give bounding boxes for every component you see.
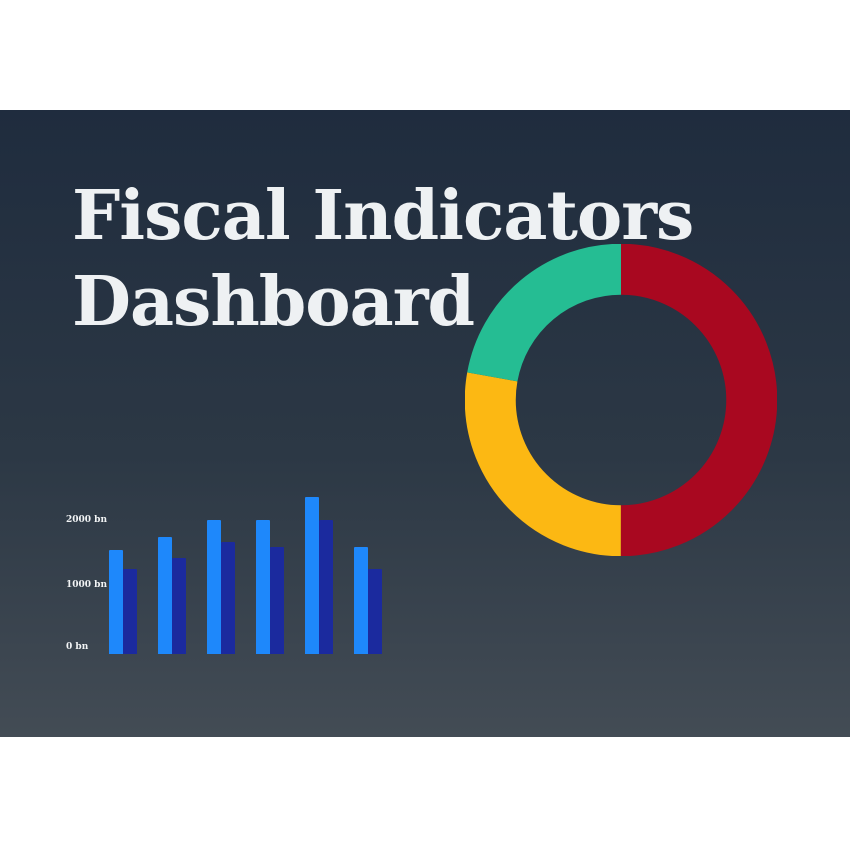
light-blue-series-bar	[109, 550, 123, 654]
bar-group	[109, 550, 137, 654]
y-axis-tick-1000: 1000 bn	[66, 580, 108, 590]
dark-blue-series-bar	[368, 569, 382, 654]
dark-blue-series-bar	[123, 569, 137, 654]
yellow-segment	[465, 244, 777, 556]
light-blue-series-bar	[158, 537, 172, 654]
dark-blue-series-bar	[172, 558, 186, 654]
light-blue-series-bar	[256, 520, 270, 654]
bar-group	[158, 537, 186, 654]
y-axis-tick-2000: 2000 bn	[66, 515, 108, 525]
dark-blue-series-bar	[319, 520, 333, 654]
bar-group	[305, 497, 333, 654]
green-segment	[465, 244, 777, 556]
bar-chart: 2000 bn 1000 bn 0 bn	[0, 110, 420, 737]
dark-blue-series-bar	[270, 547, 284, 654]
bar-group	[354, 547, 382, 654]
y-axis-tick-0: 0 bn	[66, 642, 89, 652]
donut-chart	[465, 244, 777, 556]
light-blue-series-bar	[354, 547, 368, 654]
donut-rings	[465, 244, 777, 556]
dark-blue-series-bar	[221, 542, 235, 654]
light-blue-series-bar	[207, 520, 221, 654]
bar-group	[207, 520, 235, 654]
light-blue-series-bar	[305, 497, 319, 654]
page-title: Fiscal Indicators Dashboard	[72, 176, 694, 342]
slide-background: Fiscal Indicators Dashboard 2000 bn 1000…	[0, 110, 850, 737]
bar-group	[256, 520, 284, 654]
bar-series-area	[109, 484, 382, 654]
